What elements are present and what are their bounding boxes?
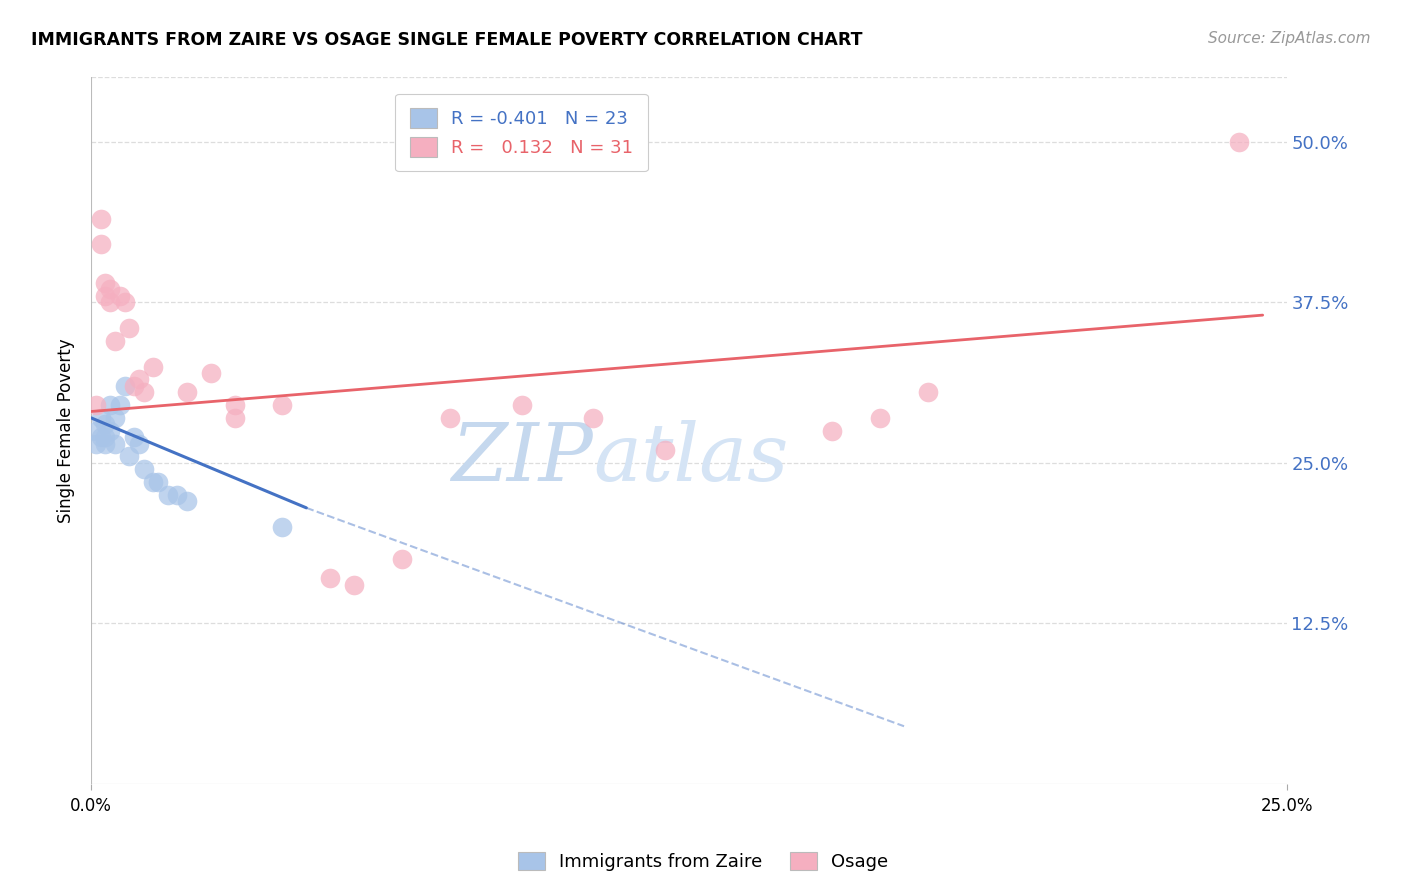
- Point: [224, 411, 246, 425]
- Point: [176, 385, 198, 400]
- Point: [343, 578, 366, 592]
- Point: [271, 520, 294, 534]
- Point: [104, 334, 127, 348]
- Point: [156, 488, 179, 502]
- Point: [118, 321, 141, 335]
- Point: [319, 572, 342, 586]
- Point: [84, 424, 107, 438]
- Point: [132, 462, 155, 476]
- Point: [90, 430, 112, 444]
- Point: [98, 398, 121, 412]
- Point: [108, 398, 131, 412]
- Point: [224, 398, 246, 412]
- Point: [108, 289, 131, 303]
- Point: [98, 282, 121, 296]
- Point: [582, 411, 605, 425]
- Text: Source: ZipAtlas.com: Source: ZipAtlas.com: [1208, 31, 1371, 46]
- Point: [90, 411, 112, 425]
- Point: [391, 552, 413, 566]
- Point: [1227, 135, 1250, 149]
- Point: [142, 475, 165, 490]
- Point: [90, 237, 112, 252]
- Point: [654, 443, 676, 458]
- Point: [917, 385, 939, 400]
- Point: [271, 398, 294, 412]
- Text: atlas: atlas: [593, 420, 789, 498]
- Point: [94, 436, 117, 450]
- Point: [122, 430, 145, 444]
- Point: [146, 475, 169, 490]
- Point: [142, 359, 165, 374]
- Point: [166, 488, 188, 502]
- Text: ZIP: ZIP: [451, 420, 593, 498]
- Legend: Immigrants from Zaire, Osage: Immigrants from Zaire, Osage: [510, 845, 896, 879]
- Point: [98, 295, 121, 310]
- Legend: R = -0.401   N = 23, R =   0.132   N = 31: R = -0.401 N = 23, R = 0.132 N = 31: [395, 94, 648, 171]
- Point: [821, 424, 844, 438]
- Y-axis label: Single Female Poverty: Single Female Poverty: [58, 338, 75, 523]
- Point: [104, 436, 127, 450]
- Point: [114, 378, 136, 392]
- Point: [200, 366, 222, 380]
- Point: [132, 385, 155, 400]
- Point: [94, 430, 117, 444]
- Point: [118, 450, 141, 464]
- Point: [94, 417, 117, 432]
- Point: [128, 436, 150, 450]
- Point: [869, 411, 891, 425]
- Point: [94, 276, 117, 290]
- Point: [128, 372, 150, 386]
- Point: [84, 398, 107, 412]
- Point: [94, 289, 117, 303]
- Point: [98, 424, 121, 438]
- Point: [176, 494, 198, 508]
- Point: [84, 436, 107, 450]
- Point: [122, 378, 145, 392]
- Point: [90, 211, 112, 226]
- Text: IMMIGRANTS FROM ZAIRE VS OSAGE SINGLE FEMALE POVERTY CORRELATION CHART: IMMIGRANTS FROM ZAIRE VS OSAGE SINGLE FE…: [31, 31, 862, 49]
- Point: [510, 398, 533, 412]
- Point: [439, 411, 461, 425]
- Point: [114, 295, 136, 310]
- Point: [104, 411, 127, 425]
